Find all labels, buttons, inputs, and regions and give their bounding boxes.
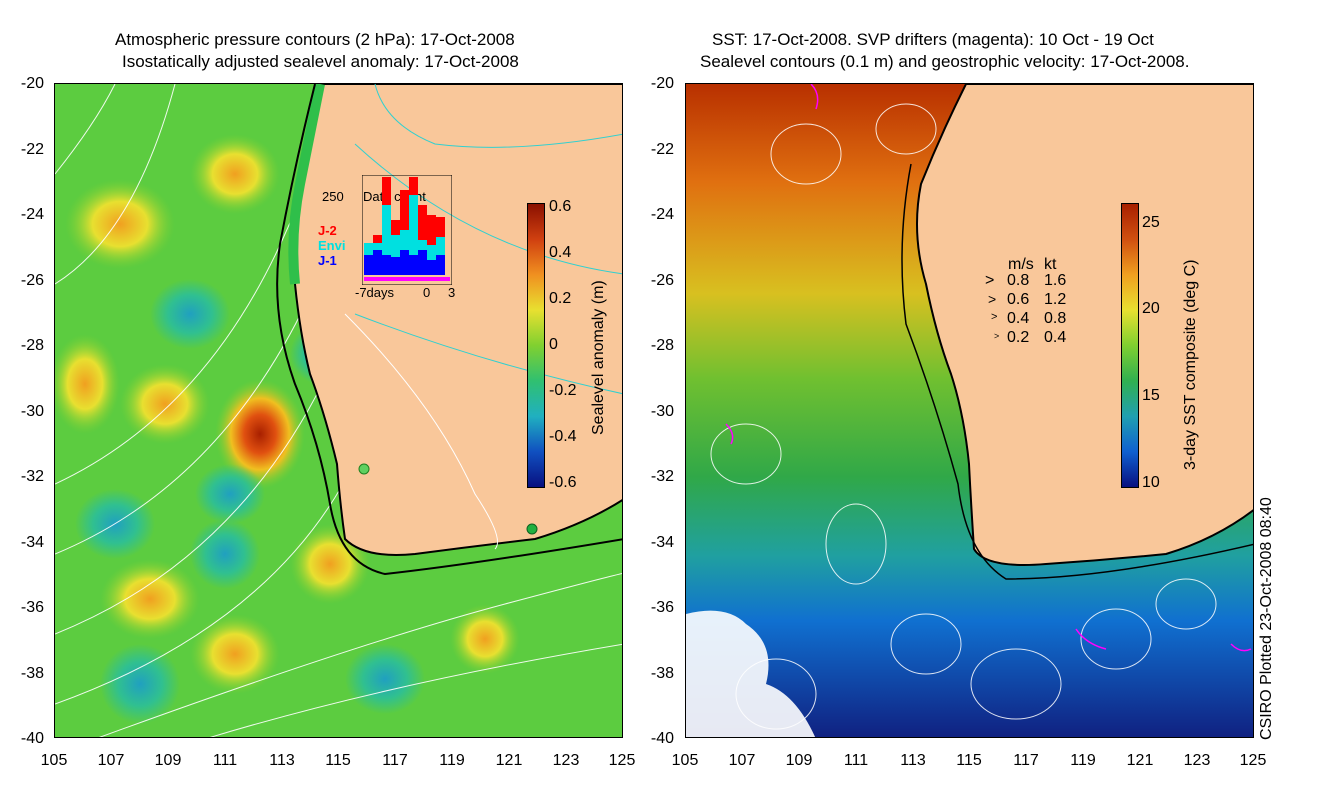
right-x-tick: 115 [956,752,982,769]
left-x-tick: 111 [212,752,238,769]
sst-colorbar-tick: 20 [1142,300,1160,317]
sst-colorbar-label: 3-day SST composite (deg C) [1182,259,1199,470]
left-y-tick: -30 [20,403,44,420]
sst-colorbar-tick: 10 [1142,474,1160,491]
sst-colorbar [1121,203,1139,488]
velocity-legend-kt: 0.8 [1044,310,1067,327]
right-x-tick: 109 [785,752,813,769]
left-y-tick: -32 [20,468,44,485]
right-y-tick: -28 [650,337,674,354]
inset-legend-j2: J-2 [318,223,337,238]
sealevel-colorbar-tick: 0.4 [549,244,572,261]
left-y-tick: -34 [20,534,44,551]
right-y-tick: -34 [650,534,674,551]
inset-count-label: 250 [322,189,344,204]
left-y-tick: -28 [20,337,44,354]
inset-legend-j1: J-1 [318,253,337,268]
left-y-tick: -36 [20,599,44,616]
velocity-legend-arrow-icon: > [994,331,1000,341]
sealevel-colorbar-tick: -0.2 [549,382,577,399]
inset-bars [364,177,445,275]
right-x-tick: 105 [671,752,699,769]
left-y-tick: -40 [20,730,44,747]
left-y-tick: -38 [20,665,44,682]
right-y-tick: -30 [650,403,674,420]
velocity-legend-kt: 1.6 [1044,272,1067,289]
velocity-legend-ms: 0.6 [1007,291,1030,308]
sealevel-anomaly-map [54,83,623,738]
sealevel-colorbar-tick: 0.2 [549,290,572,307]
velocity-legend-header-kt: kt [1044,256,1057,273]
inset-x-label-zero: 0 [423,285,431,300]
right-x-tick: 121 [1126,752,1154,769]
sealevel-colorbar-tick: 0 [549,336,558,353]
left-x-tick: 121 [495,752,523,769]
left-x-tick: 125 [608,752,636,769]
inset-x-label-start: -7days [355,285,395,300]
sealevel-colorbar [527,203,545,488]
velocity-legend-header-ms: m/s [1008,256,1034,273]
velocity-legend-arrow-icon: > [991,311,998,323]
right-x-tick: 117 [1013,752,1039,769]
right-y-tick: -22 [650,141,674,158]
inset-x-label-end: 3 [448,285,456,300]
sst-colorbar-tick: 15 [1142,387,1160,404]
sealevel-map-graphic [55,84,622,737]
right-y-tick: -40 [650,730,674,747]
right-y-tick: -24 [650,206,674,223]
inset-data-count-chart [362,175,452,285]
left-x-tick: 123 [552,752,580,769]
left-y-tick: -20 [20,75,44,92]
credit-text: CSIRO Plotted 23-Oct-2008 08:40 [1258,497,1275,740]
right-x-tick: 113 [900,752,926,769]
right-x-tick: 107 [728,752,756,769]
sealevel-colorbar-tick: -0.4 [549,428,577,445]
left-title-line2: Isostatically adjusted sealevel anomaly:… [122,52,519,71]
left-x-tick: 109 [154,752,182,769]
left-y-tick: -22 [20,141,44,158]
right-x-tick: 111 [843,752,869,769]
right-x-tick: 123 [1183,752,1211,769]
velocity-legend-arrow-icon: > [985,272,995,289]
velocity-legend-ms: 0.4 [1007,310,1030,327]
right-title-line2: Sealevel contours (0.1 m) and geostrophi… [700,52,1190,71]
left-x-tick: 113 [269,752,295,769]
right-y-tick: -38 [650,665,674,682]
velocity-legend-ms: 0.8 [1007,272,1030,289]
sst-map [685,83,1254,738]
right-y-tick: -26 [650,272,674,289]
left-x-tick: 117 [382,752,408,769]
right-y-tick: -20 [650,75,674,92]
left-title-line1: Atmospheric pressure contours (2 hPa): 1… [115,30,515,49]
sealevel-colorbar-tick: 0.6 [549,198,572,215]
right-y-tick: -32 [650,468,674,485]
right-y-tick: -36 [650,599,674,616]
sealevel-colorbar-tick: -0.6 [549,474,577,491]
velocity-legend-ms: 0.2 [1007,329,1030,346]
velocity-legend-kt: 1.2 [1044,291,1067,308]
left-x-tick: 107 [97,752,125,769]
left-y-tick: -24 [20,206,44,223]
left-x-tick: 119 [439,752,465,769]
left-x-tick: 105 [40,752,68,769]
right-x-tick: 125 [1239,752,1267,769]
right-title-line1: SST: 17-Oct-2008. SVP drifters (magenta)… [712,30,1154,49]
left-y-tick: -26 [20,272,44,289]
sealevel-colorbar-label: Sealevel anomaly (m) [590,280,607,435]
inset-legend-envi: Envi [318,238,346,253]
sst-colorbar-tick: 25 [1142,214,1160,231]
velocity-legend-arrow-icon: > [988,291,997,307]
sst-map-graphic [686,84,1253,737]
right-x-tick: 119 [1070,752,1096,769]
left-x-tick: 115 [325,752,351,769]
velocity-legend-kt: 0.4 [1044,329,1067,346]
